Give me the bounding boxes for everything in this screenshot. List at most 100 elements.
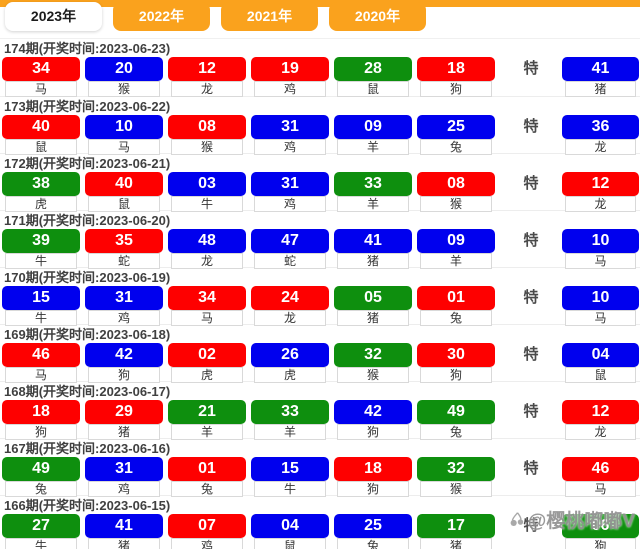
ball-number: 15	[2, 286, 80, 310]
ball: 05 猪	[334, 286, 412, 326]
special-label: 特	[523, 118, 539, 135]
ball-number: 28	[334, 57, 412, 81]
ball-zodiac: 马	[5, 367, 77, 383]
ball: 38 虎	[2, 172, 80, 212]
ball-zodiac: 狗	[420, 81, 492, 97]
ball-zodiac: 牛	[5, 310, 77, 326]
special-ball-number: 04	[562, 343, 639, 367]
ball: 07 鸡	[168, 514, 246, 549]
ball-zodiac: 兔	[171, 481, 243, 497]
ball-zodiac: 羊	[171, 424, 243, 440]
special-ball: 10 马	[562, 229, 639, 269]
ball: 08 猴	[417, 172, 495, 212]
ball-zodiac: 龙	[171, 81, 243, 97]
ball: 47 蛇	[251, 229, 329, 269]
special-ball: 10 马	[562, 286, 639, 326]
draw-section: 167期(开奖时间:2023-06-16) 49 兔 31 鸡 01 兔 15 …	[0, 438, 640, 497]
ball-zodiac: 猪	[337, 310, 409, 326]
ball: 25 兔	[334, 514, 412, 549]
ball-number: 49	[417, 400, 495, 424]
ball: 09 羊	[334, 115, 412, 155]
year-tab-header: 2023年 2022年 2021年 2020年	[0, 0, 640, 38]
ball-zodiac: 龙	[171, 253, 243, 269]
ball: 18 狗	[2, 400, 80, 440]
ball: 03 牛	[168, 172, 246, 212]
ball-zodiac: 猪	[337, 253, 409, 269]
ball: 35 蛇	[85, 229, 163, 269]
special-label: 特	[523, 460, 539, 477]
special-ball-number: 10	[562, 229, 639, 253]
ball-number: 03	[168, 172, 246, 196]
special-ball-number: 12	[562, 172, 639, 196]
year-tab[interactable]: 2020年	[329, 2, 426, 31]
ball: 20 猴	[85, 57, 163, 97]
special-ball-number: 12	[562, 400, 639, 424]
year-tab[interactable]: 2022年	[113, 2, 210, 31]
ball-number: 42	[334, 400, 412, 424]
special-ball-zodiac: 龙	[565, 424, 636, 440]
ball: 18 狗	[334, 457, 412, 497]
ball-zodiac: 马	[88, 139, 160, 155]
ball-zodiac: 鼠	[337, 81, 409, 97]
year-tab[interactable]: 2021年	[221, 2, 318, 31]
special-ball: 46 马	[562, 457, 639, 497]
ball-number: 24	[251, 286, 329, 310]
ball-number: 01	[168, 457, 246, 481]
ball: 49 兔	[417, 400, 495, 440]
ball: 32 猴	[417, 457, 495, 497]
ball-zodiac: 鸡	[88, 310, 160, 326]
ball-zodiac: 羊	[337, 196, 409, 212]
ball-zodiac: 马	[5, 81, 77, 97]
ball: 30 狗	[417, 343, 495, 383]
ball-zodiac: 虎	[5, 196, 77, 212]
ball-number: 04	[251, 514, 329, 538]
ball-number: 10	[85, 115, 163, 139]
ball: 09 羊	[417, 229, 495, 269]
ball-number: 31	[251, 115, 329, 139]
ball-number: 38	[2, 172, 80, 196]
ball-zodiac: 猴	[337, 367, 409, 383]
ball-zodiac: 鼠	[254, 538, 326, 549]
ball-zodiac: 狗	[337, 481, 409, 497]
ball-number: 31	[85, 286, 163, 310]
ball-zodiac: 猪	[88, 538, 160, 549]
ball: 31 鸡	[85, 457, 163, 497]
ball-number: 42	[85, 343, 163, 367]
ball: 33 羊	[334, 172, 412, 212]
ball: 21 羊	[168, 400, 246, 440]
ball: 12 龙	[168, 57, 246, 97]
ball-number: 49	[2, 457, 80, 481]
special-ball-number: 06	[562, 514, 639, 538]
ball-zodiac: 猴	[420, 481, 492, 497]
special-ball: 36 龙	[562, 115, 639, 155]
ball: 34 马	[2, 57, 80, 97]
special-ball: 12 龙	[562, 172, 639, 212]
special-ball-number: 46	[562, 457, 639, 481]
draw-row: 27 牛 41 猪 07 鸡 04 鼠 25 兔 17 猪 特 06 狗	[0, 514, 640, 549]
ball-number: 02	[168, 343, 246, 367]
special-ball-zodiac: 马	[565, 253, 636, 269]
ball-number: 25	[334, 514, 412, 538]
special-label: 特	[523, 517, 539, 534]
ball-zodiac: 猴	[88, 81, 160, 97]
ball: 39 牛	[2, 229, 80, 269]
ball-number: 41	[85, 514, 163, 538]
ball: 02 虎	[168, 343, 246, 383]
ball-number: 09	[417, 229, 495, 253]
ball-number: 07	[168, 514, 246, 538]
draw-title: 174期(开奖时间:2023-06-23)	[4, 41, 171, 56]
ball-number: 31	[85, 457, 163, 481]
ball-zodiac: 羊	[337, 139, 409, 155]
ball-zodiac: 牛	[5, 253, 77, 269]
ball-number: 48	[168, 229, 246, 253]
ball-zodiac: 蛇	[254, 253, 326, 269]
draw-section: 174期(开奖时间:2023-06-23) 34 马 20 猴 12 龙 19 …	[0, 39, 640, 97]
ball-zodiac: 羊	[420, 253, 492, 269]
ball: 10 马	[85, 115, 163, 155]
ball-zodiac: 猴	[171, 139, 243, 155]
ball-zodiac: 鼠	[88, 196, 160, 212]
ball-zodiac: 鸡	[171, 538, 243, 549]
year-tab[interactable]: 2023年	[5, 2, 102, 31]
ball-zodiac: 牛	[254, 481, 326, 497]
ball-zodiac: 狗	[337, 424, 409, 440]
